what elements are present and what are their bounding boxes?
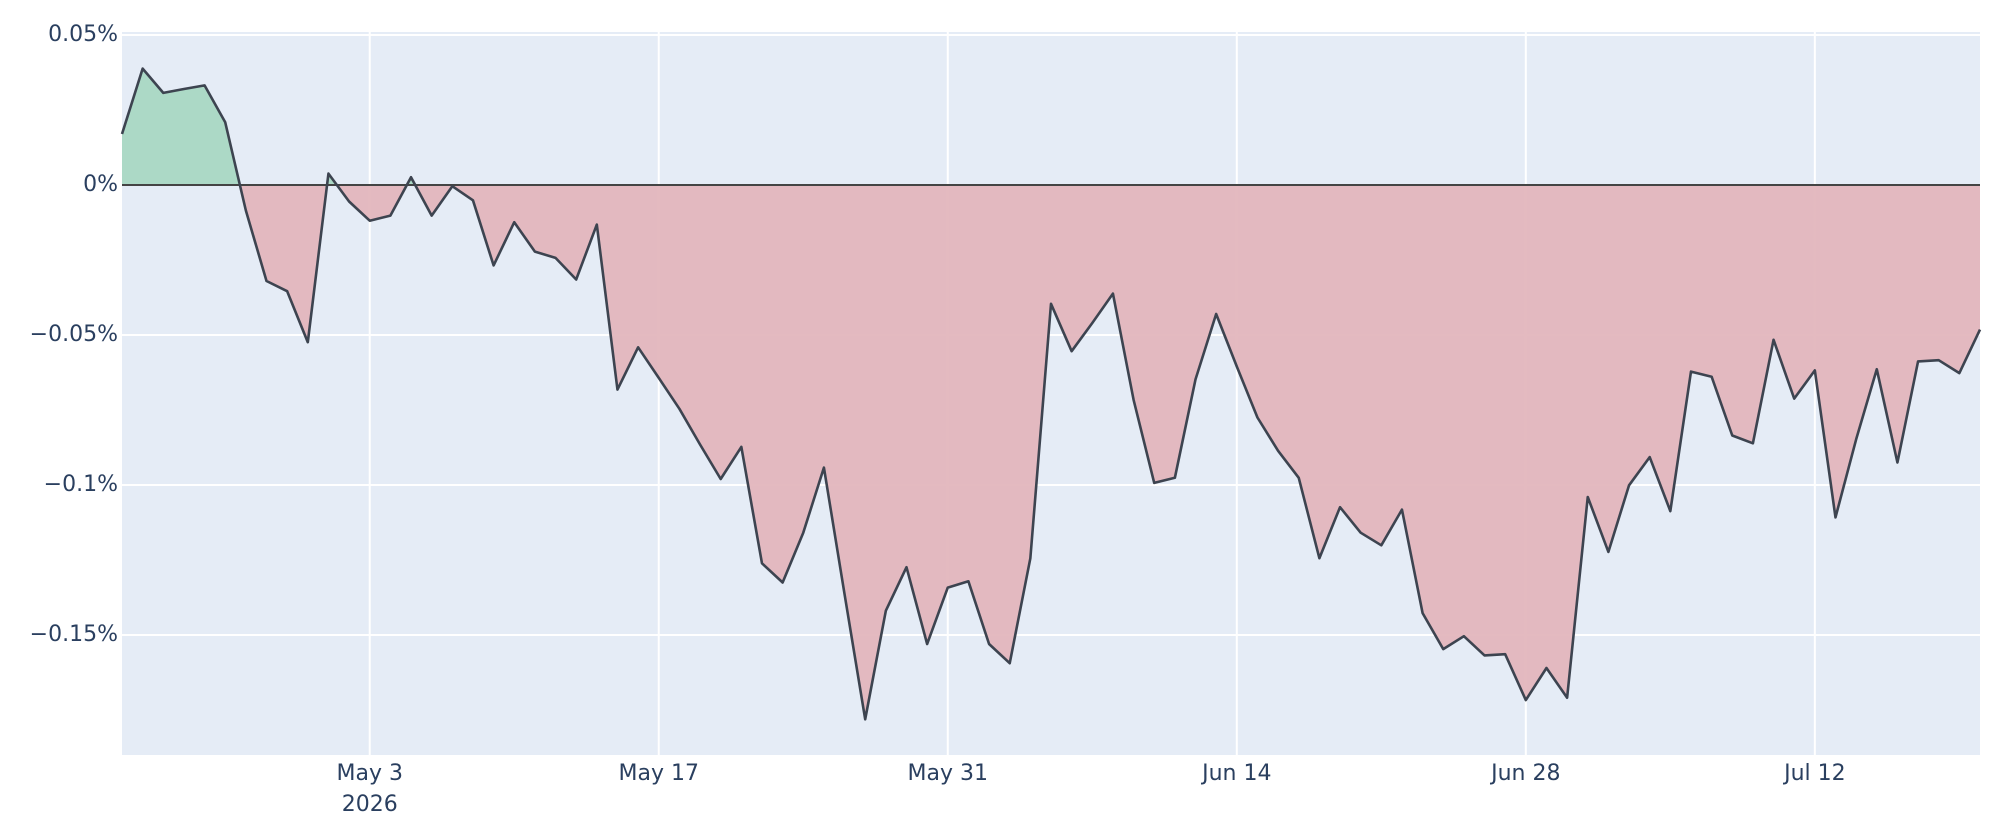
x-tick-label: May 31 (908, 761, 988, 786)
y-tick-label: −0.05% (30, 322, 118, 347)
x-tick-label: Jun 28 (1489, 761, 1560, 786)
plot-background (122, 32, 1980, 755)
y-tick-label: 0% (83, 172, 118, 197)
y-tick-label: −0.15% (30, 622, 118, 647)
line (120, 67, 1982, 721)
y-tick-label: 0.05% (48, 22, 118, 47)
x-tick-label: Jun 14 (1200, 761, 1271, 786)
x-tick-year: 2026 (342, 792, 398, 817)
x-tick-label: May 17 (619, 761, 699, 786)
x-tick-label: May 3 (336, 761, 402, 786)
y-tick-label: −0.1% (44, 472, 118, 497)
negative-area (122, 185, 1980, 720)
x-tick-label: Jul 12 (1782, 761, 1846, 786)
